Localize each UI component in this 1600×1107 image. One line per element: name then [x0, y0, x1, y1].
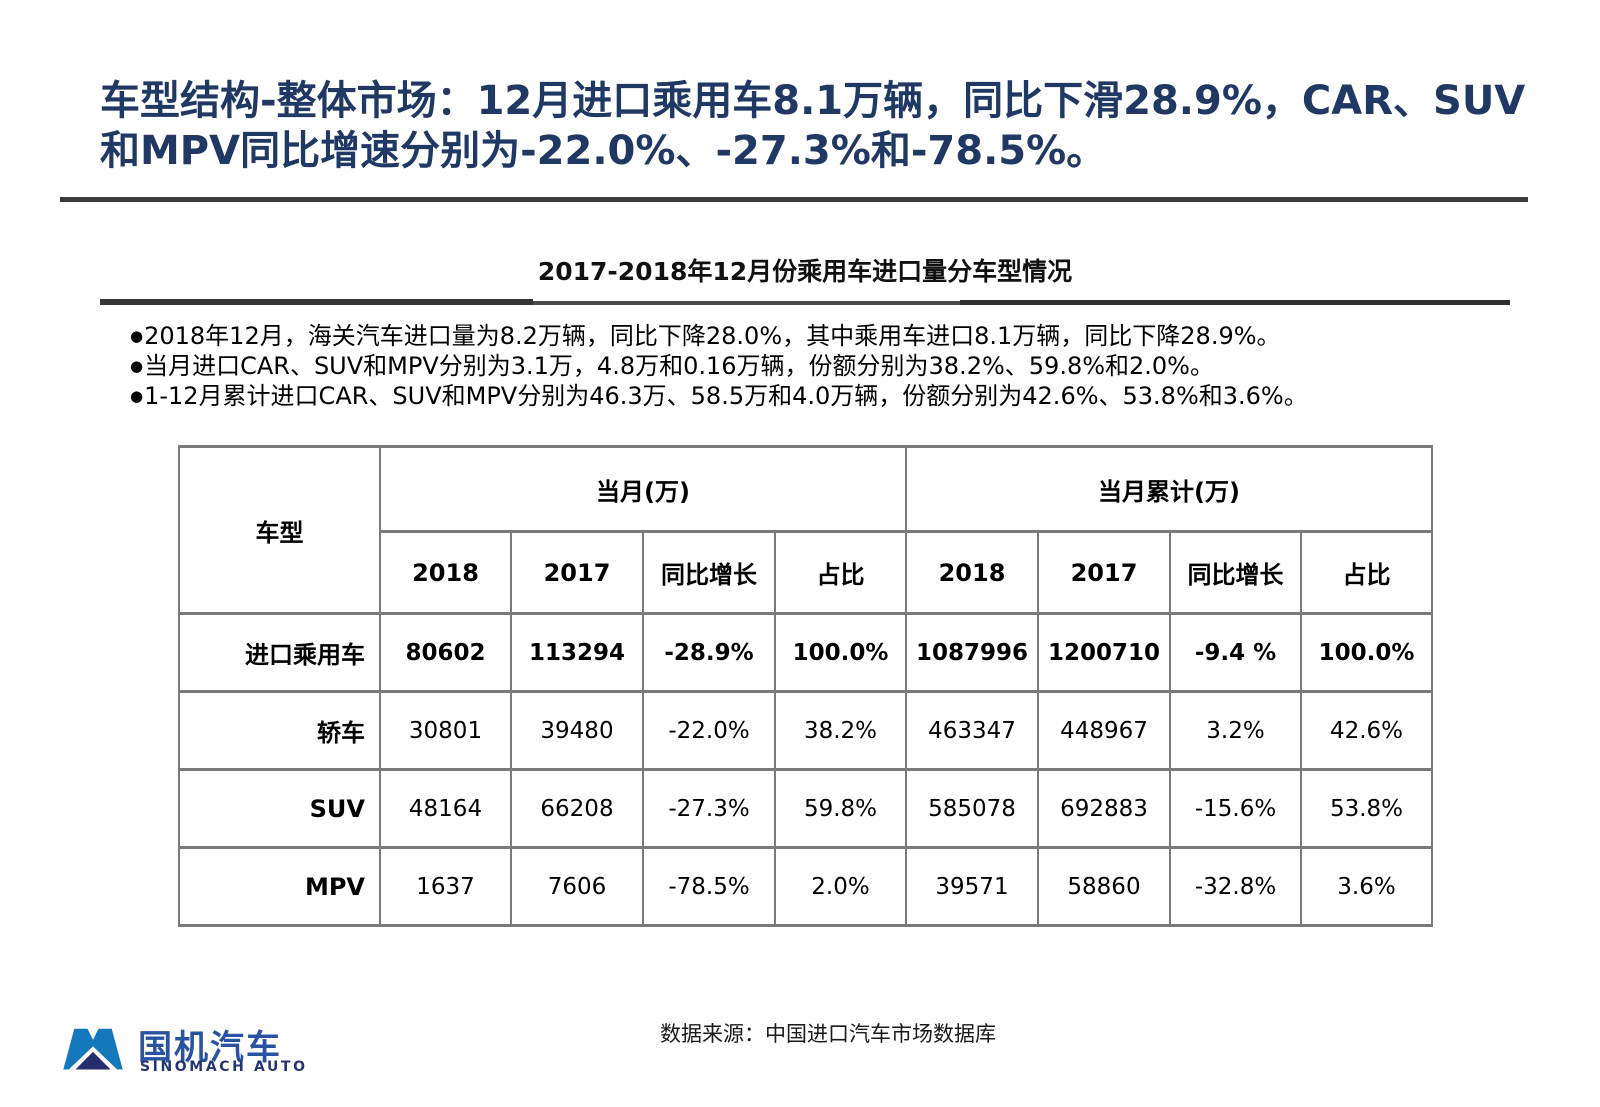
table-cell: 7606: [510, 846, 644, 927]
data-source-note: 数据来源：中国进口汽车市场数据库: [660, 1022, 996, 1046]
table-cell: 39480: [510, 690, 644, 771]
table-cell: 42.6%: [1300, 690, 1433, 771]
bullet-text: 2018年12月，海关汽车进口量为8.2万辆，同比下降28.0%，其中乘用车进口…: [144, 322, 1281, 350]
table-cell: 2.0%: [774, 846, 907, 927]
table-subheader-row: 2018 2017 同比增长 占比 2018 2017 同比增长 占比: [179, 530, 1433, 615]
table-cell: 448967: [1037, 690, 1171, 771]
table-subheader: 2018: [905, 530, 1039, 615]
table-cell: 113294: [510, 612, 644, 693]
bullet-icon: ●: [130, 357, 144, 375]
bullet-list: ●2018年12月，海关汽车进口量为8.2万辆，同比下降28.0%，其中乘用车进…: [130, 321, 1490, 411]
row-label: 轿车: [178, 690, 381, 771]
table-subheader: 2018: [379, 530, 512, 615]
table-header-group-row: 车型 当月(万) 当月累计(万): [178, 445, 1433, 615]
table-cell: 58860: [1037, 846, 1171, 927]
table-row-car: 轿车 30801 39480 -22.0% 38.2% 463347 44896…: [178, 690, 1433, 771]
title-divider: [60, 197, 1528, 202]
table-cell: 59.8%: [774, 768, 907, 849]
table-cell: 1200710: [1037, 612, 1171, 693]
table-cell: -22.0%: [642, 690, 776, 771]
bullet-icon: ●: [130, 327, 144, 345]
bullet-item: ●1-12月累计进口CAR、SUV和MPV分别为46.3万、58.5万和4.0万…: [130, 381, 1490, 411]
row-label: MPV: [178, 846, 381, 927]
table-group-header-current-month: 当月(万): [379, 445, 907, 533]
table-cell: -28.9%: [642, 612, 776, 693]
bullet-text: 当月进口CAR、SUV和MPV分别为3.1万，4.8万和0.16万辆，份额分别为…: [144, 352, 1214, 380]
vehicle-import-table: 车型 当月(万) 当月累计(万) 2018 2017 同比增长 占比 2018 …: [178, 445, 1433, 927]
table-cell: -78.5%: [642, 846, 776, 927]
table-row-mpv: MPV 1637 7606 -78.5% 2.0% 39571 58860 -3…: [178, 846, 1433, 927]
table-cell: 39571: [905, 846, 1039, 927]
table-cell: -32.8%: [1169, 846, 1302, 927]
table-cell: 3.6%: [1300, 846, 1433, 927]
table-title: 2017-2018年12月份乘用车进口量分车型情况: [537, 257, 1073, 286]
table-row-suv: SUV 48164 66208 -27.3% 59.8% 585078 6928…: [178, 768, 1433, 849]
table-cell: 692883: [1037, 768, 1171, 849]
page-title-line2: 和MPV同比增速分别为-22.0%、-27.3%和-78.5%。: [100, 128, 1107, 174]
table-row-imported-pv: 进口乘用车 80602 113294 -28.9% 100.0% 1087996…: [178, 612, 1433, 693]
table-cell: 585078: [905, 768, 1039, 849]
page-title-line1: 车型结构-整体市场：12月进口乘用车8.1万辆，同比下滑28.9%，CAR、SU…: [100, 78, 1526, 124]
page-title: 车型结构-整体市场：12月进口乘用车8.1万辆，同比下滑28.9%，CAR、SU…: [100, 76, 1540, 176]
table-subheader: 同比增长: [1169, 530, 1302, 615]
table-cell: -9.4 %: [1169, 612, 1302, 693]
table-subheader: 2017: [510, 530, 644, 615]
logo-text-cn: 国机汽车: [138, 1028, 282, 1068]
table-subheader: 占比: [1300, 530, 1433, 615]
table-title-divider-middle: [533, 301, 960, 305]
table-title-divider-right: [960, 300, 1510, 305]
bullet-item: ●2018年12月，海关汽车进口量为8.2万辆，同比下降28.0%，其中乘用车进…: [130, 321, 1490, 351]
table-title-divider-left: [100, 299, 533, 305]
table-cell: 100.0%: [1300, 612, 1433, 693]
table-cell: 1087996: [905, 612, 1039, 693]
table-cell: 3.2%: [1169, 690, 1302, 771]
sinomach-logo-icon: [63, 1028, 123, 1070]
table-cell: 1637: [379, 846, 512, 927]
table-cell: 80602: [379, 612, 512, 693]
bullet-text: 1-12月累计进口CAR、SUV和MPV分别为46.3万、58.5万和4.0万辆…: [144, 382, 1308, 410]
table-cell: 100.0%: [774, 612, 907, 693]
table-cell: 30801: [379, 690, 512, 771]
table-cell: 48164: [379, 768, 512, 849]
table-subheader: 2017: [1037, 530, 1171, 615]
table-group-header-cumulative: 当月累计(万): [905, 445, 1433, 533]
table-cell: 38.2%: [774, 690, 907, 771]
table-cell: 53.8%: [1300, 768, 1433, 849]
table-cell: 463347: [905, 690, 1039, 771]
table-cell: -15.6%: [1169, 768, 1302, 849]
logo-text-en: SINOMACH AUTO: [140, 1059, 308, 1075]
table-subheader: 占比: [774, 530, 907, 615]
bullet-item: ●当月进口CAR、SUV和MPV分别为3.1万，4.8万和0.16万辆，份额分别…: [130, 351, 1490, 381]
bullet-icon: ●: [130, 387, 144, 405]
table-cell: 66208: [510, 768, 644, 849]
table-corner-header: 车型: [178, 445, 381, 615]
table-subheader: 同比增长: [642, 530, 776, 615]
row-label: SUV: [178, 768, 381, 849]
row-label: 进口乘用车: [178, 612, 381, 693]
table-cell: -27.3%: [642, 768, 776, 849]
